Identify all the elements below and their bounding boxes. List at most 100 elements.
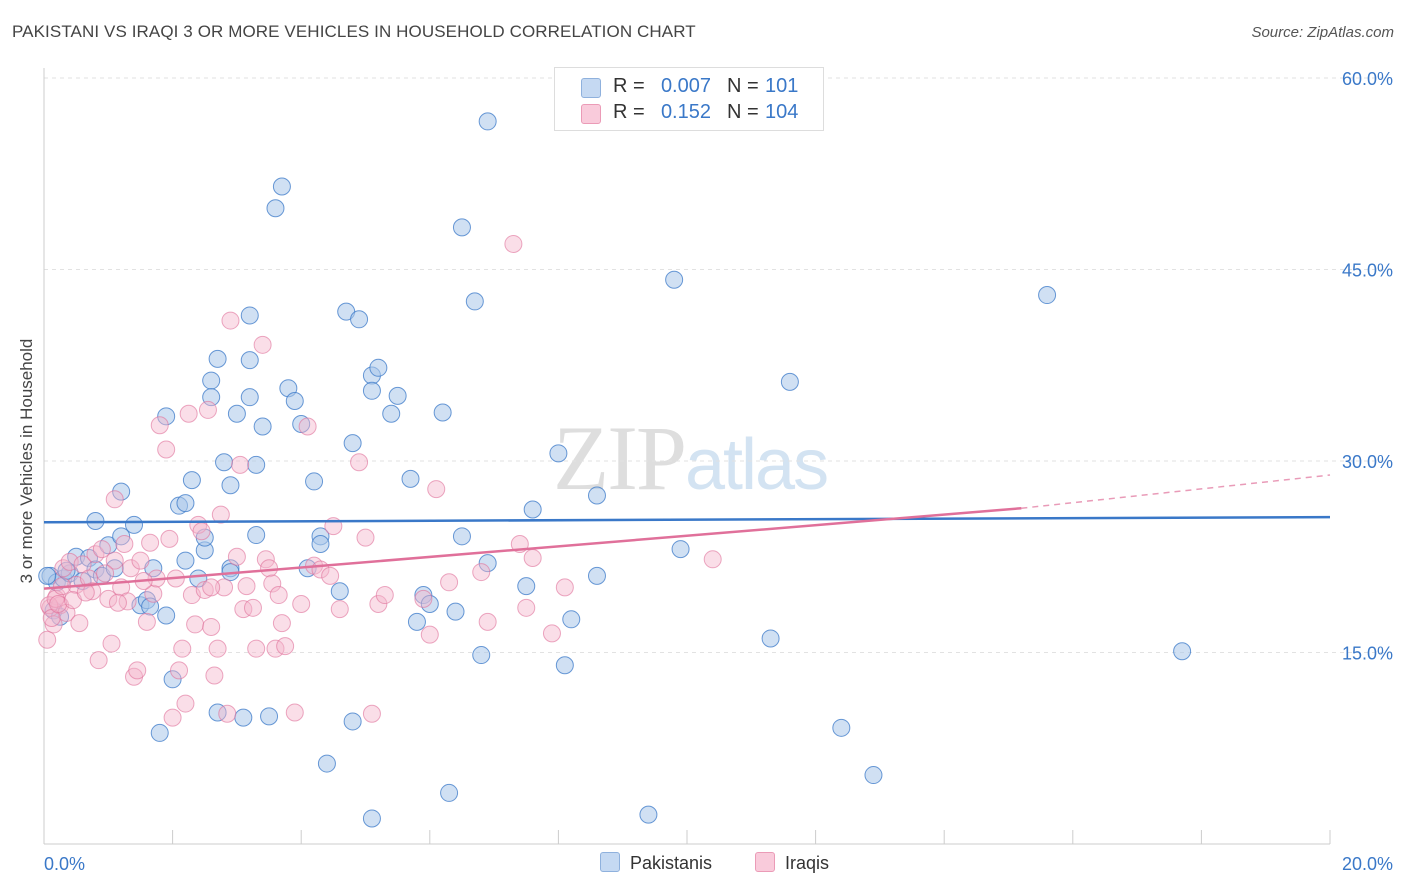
y-tick-label: 60.0% — [1342, 69, 1393, 89]
legend-item-pakistanis[interactable]: Pakistanis — [600, 852, 712, 874]
pakistanis-swatch — [581, 78, 601, 98]
iraqis-point — [247, 639, 266, 658]
iraqis-point — [108, 593, 127, 612]
y-tick-label: 15.0% — [1342, 644, 1393, 664]
pakistanis-point — [555, 656, 574, 675]
iraqis-point — [517, 598, 536, 617]
pakistanis-point — [253, 417, 272, 436]
pakistanis-point — [227, 404, 246, 423]
pakistanis-point — [382, 404, 401, 423]
iraqis-point — [105, 490, 124, 509]
pakistanis-point — [311, 534, 330, 553]
legend-n-label: N = — [727, 75, 759, 97]
pakistanis-point — [272, 177, 291, 196]
iraqis-point — [285, 703, 304, 722]
iraqis-point — [321, 566, 340, 585]
iraqis-point — [369, 594, 388, 613]
pakistanis-point — [388, 386, 407, 405]
pakistanis-point — [234, 708, 253, 727]
legend-r-value: 0.152 — [660, 101, 711, 123]
axes — [43, 68, 1331, 845]
iraqis-point — [96, 564, 115, 583]
legend-row-iraqis: R = 0.152 N = 104 — [555, 101, 823, 127]
iraqis-point — [176, 694, 195, 713]
pakistanis-point — [780, 372, 799, 391]
legend-r-value: 0.007 — [660, 75, 711, 97]
pakistanis-point — [176, 551, 195, 570]
iraqis-point — [131, 551, 150, 570]
pakistanis-point — [157, 606, 176, 625]
pakistanis-point — [330, 582, 349, 601]
watermark-atlas: atlas — [685, 425, 829, 505]
axis-labels: 15.0% 30.0% 45.0% 60.0% 0.0% 20.0% 3 or more V… — [17, 69, 1393, 874]
pakistanis-point — [176, 494, 195, 513]
iraqis-point — [555, 578, 574, 597]
pakistanis-point — [407, 612, 426, 631]
iraqis-point — [362, 704, 381, 723]
pakistanis-point — [440, 783, 459, 802]
pakistanis-point — [452, 218, 471, 237]
pakistanis-points — [38, 112, 1192, 828]
iraqis-point — [237, 577, 256, 596]
iraqis-trend-extension — [1021, 474, 1331, 509]
pakistanis-point — [163, 670, 182, 689]
pakistanis-point — [247, 455, 266, 474]
iraqis-swatch — [581, 104, 601, 124]
iraqis-point — [272, 614, 291, 633]
pakistanis-point — [105, 559, 124, 578]
pakistanis-point — [266, 199, 285, 218]
pakistanis-point — [639, 805, 658, 824]
iraqis-point — [269, 586, 288, 605]
pakistanis-point — [157, 407, 176, 426]
iraqis-point — [478, 612, 497, 631]
iraqis-point — [440, 573, 459, 592]
pakistanis-point — [150, 723, 169, 742]
iraqis-point — [102, 634, 121, 653]
pakistanis-point — [446, 602, 465, 621]
pakistanis-point — [478, 112, 497, 131]
pakistanis-point — [305, 472, 324, 491]
pakistanis-point — [761, 629, 780, 648]
pakistanis-point — [587, 566, 606, 585]
iraqis-point — [150, 416, 169, 435]
iraqis-point — [83, 582, 102, 601]
iraqis-point — [523, 549, 542, 568]
iraqis-point — [54, 559, 73, 578]
iraqis-point — [231, 455, 250, 474]
pakistanis-point — [523, 500, 542, 519]
pakistanis-point — [472, 646, 491, 665]
iraqis-point — [70, 614, 89, 633]
iraqis-point — [542, 624, 561, 643]
iraqis-point — [221, 311, 240, 330]
pakistanis-point — [260, 707, 279, 726]
pakistanis-point — [343, 712, 362, 731]
watermark-zip: ZIP — [553, 407, 687, 509]
iraqis-point — [198, 400, 217, 419]
pakistanis-point — [285, 391, 304, 410]
iraqis-point — [115, 534, 134, 553]
legend-item-iraqis[interactable]: Iraqis — [755, 852, 829, 874]
iraqis-point — [205, 666, 224, 685]
pakistanis-point — [38, 566, 57, 585]
iraqis-point — [173, 639, 192, 658]
pakistanis-point — [317, 754, 336, 773]
iraqis-point — [263, 574, 282, 593]
pakistanis-point — [240, 306, 259, 325]
iraqis-point — [234, 600, 253, 619]
iraqis-point — [330, 600, 349, 619]
iraqis-point — [38, 630, 57, 649]
iraqis-swatch — [755, 852, 775, 872]
iraqis-point — [420, 625, 439, 644]
iraqis-point — [703, 550, 722, 569]
pakistanis-point — [125, 515, 144, 534]
pakistanis-point — [202, 371, 221, 390]
legend-r-label: R = — [613, 101, 645, 123]
trend-lines — [43, 474, 1331, 590]
iraqis-point — [160, 529, 179, 548]
x-tick-label: 20.0% — [1342, 854, 1393, 874]
pakistanis-point — [401, 469, 420, 488]
pakistanis-point — [247, 526, 266, 545]
iraqis-point — [49, 594, 68, 613]
iraqis-point — [121, 559, 140, 578]
legend-n-label: N = — [727, 101, 759, 123]
